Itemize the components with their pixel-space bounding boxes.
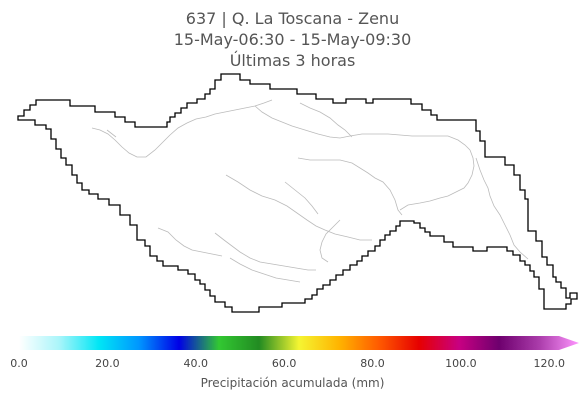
drainage-network	[91, 99, 529, 283]
colorbar-label: Precipitación acumulada (mm)	[200, 376, 385, 390]
colorbar-tick-label: 120.0	[533, 357, 566, 370]
colorbar	[19, 336, 579, 350]
colorbar-tick-label: 100.0	[445, 357, 477, 370]
title-station: 637 | Q. La Toscana - Zenu	[185, 9, 400, 28]
colorbar-tick-label: 80.0	[360, 357, 385, 370]
basin-outline	[17, 73, 578, 313]
colorbar-tick-label: 0.0	[10, 357, 28, 370]
colorbar-ramp	[19, 336, 579, 350]
colorbar-tick-label: 20.0	[95, 357, 120, 370]
title-window: Últimas 3 horas	[229, 51, 356, 70]
map-title: 637 | Q. La Toscana - Zenu 15-May-06:30 …	[0, 8, 585, 71]
title-period: 15-May-06:30 - 15-May-09:30	[173, 30, 412, 49]
basin-map	[17, 73, 578, 313]
colorbar-tick-label: 60.0	[271, 357, 297, 370]
colorbar-tick-label: 40.0	[183, 357, 209, 370]
